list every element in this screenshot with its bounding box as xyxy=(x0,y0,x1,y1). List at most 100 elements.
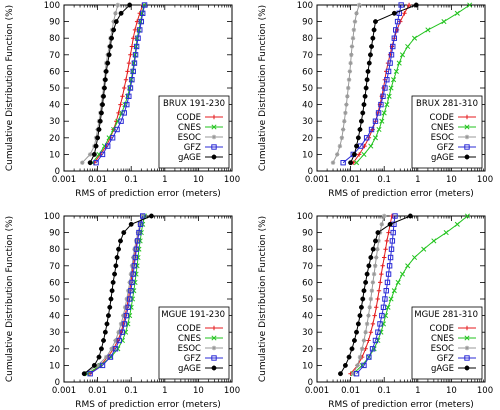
data-point xyxy=(357,313,363,319)
data-point xyxy=(464,144,470,150)
chart-title: BRUX 281-310 xyxy=(416,99,478,109)
data-point xyxy=(431,238,437,244)
data-point xyxy=(366,354,372,360)
legend-box xyxy=(158,95,230,169)
data-point xyxy=(354,329,359,335)
data-point xyxy=(133,246,140,252)
legend-label: CNES xyxy=(178,123,201,133)
x-axis-label: RMS of prediction error (meters) xyxy=(328,400,474,410)
data-point xyxy=(358,118,364,124)
data-point xyxy=(339,135,345,140)
data-point xyxy=(87,371,93,377)
data-point xyxy=(379,222,385,227)
data-point xyxy=(406,2,412,8)
data-point xyxy=(379,271,384,277)
data-point xyxy=(421,246,427,252)
data-point xyxy=(105,60,111,66)
y-tick-label: 0 xyxy=(308,378,313,388)
data-point xyxy=(464,365,470,371)
data-point xyxy=(211,124,217,130)
x-axis-label: RMS of prediction error (meters) xyxy=(75,189,221,199)
x-axis-label: RMS of prediction error (meters) xyxy=(75,400,221,410)
data-point xyxy=(390,43,396,50)
y-tick-label: 30 xyxy=(49,328,60,338)
data-point xyxy=(349,44,355,49)
data-point xyxy=(464,325,470,331)
data-point xyxy=(413,2,419,8)
data-point xyxy=(118,118,124,124)
y-tick-label: 0 xyxy=(55,378,60,388)
data-point xyxy=(392,213,398,219)
data-point xyxy=(361,102,367,108)
data-point xyxy=(96,354,102,360)
data-point xyxy=(372,313,377,318)
data-point xyxy=(102,77,108,83)
data-point xyxy=(113,263,119,269)
data-point xyxy=(141,2,148,8)
y-tick-label: 40 xyxy=(302,312,313,322)
data-point xyxy=(91,362,97,368)
data-point xyxy=(366,60,372,66)
data-point xyxy=(464,335,470,341)
chart-panel: 0.001 0.01 0.1 1 10 100 0 10 20 30 40 50 60 70 80 90 100… xyxy=(258,1,493,199)
data-point xyxy=(87,152,93,157)
data-point xyxy=(393,27,399,33)
legend-box xyxy=(411,306,483,380)
data-point xyxy=(348,160,354,166)
data-point xyxy=(340,127,346,132)
data-point xyxy=(361,362,367,369)
data-point xyxy=(127,85,134,91)
data-point xyxy=(337,143,343,149)
data-point xyxy=(370,35,376,41)
data-point xyxy=(350,36,356,41)
data-point xyxy=(128,52,133,57)
data-point xyxy=(348,60,353,66)
data-point xyxy=(402,11,407,16)
data-point xyxy=(137,222,142,227)
y-tick-label: 70 xyxy=(302,262,313,272)
series-line xyxy=(356,4,470,164)
data-point xyxy=(109,35,114,41)
y-tick-label: 80 xyxy=(302,34,313,44)
data-point xyxy=(391,77,397,83)
data-point xyxy=(377,280,383,285)
data-point xyxy=(363,330,368,335)
data-point xyxy=(354,143,359,149)
chart-title: MGUE 281-310 xyxy=(414,310,478,320)
y-tick-label: 20 xyxy=(49,134,60,144)
data-point xyxy=(133,238,139,244)
data-point xyxy=(383,288,389,294)
data-point xyxy=(127,2,133,8)
data-point xyxy=(399,271,406,277)
data-point xyxy=(441,19,447,25)
y-tick-label: 20 xyxy=(49,345,60,355)
data-point xyxy=(103,354,109,360)
data-point xyxy=(211,144,217,150)
y-tick-label: 70 xyxy=(302,51,313,61)
data-point xyxy=(134,238,141,244)
data-point xyxy=(464,213,470,219)
legend-label: GFZ xyxy=(437,143,454,153)
data-point xyxy=(343,110,348,116)
data-point xyxy=(454,221,460,227)
x-tick-label: 0.1 xyxy=(377,175,391,185)
data-point xyxy=(124,101,130,108)
y-tick-label: 50 xyxy=(49,84,60,94)
series-line xyxy=(350,4,417,163)
y-tick-label: 90 xyxy=(49,229,60,239)
y-tick-label: 0 xyxy=(308,167,313,177)
data-point xyxy=(375,230,381,236)
data-point xyxy=(385,271,392,277)
chart-panel: 0.001 0.01 0.1 1 10 100 0 10 20 30 40 50 60 70 80 90 100… xyxy=(258,212,493,410)
legend-label: ESOC xyxy=(431,133,454,143)
data-point xyxy=(464,134,470,140)
y-tick-label: 10 xyxy=(302,361,313,371)
series-line xyxy=(342,4,402,164)
data-point xyxy=(347,69,353,74)
data-point xyxy=(103,68,109,74)
y-tick-label: 90 xyxy=(302,18,313,28)
data-point xyxy=(349,346,355,352)
data-point xyxy=(464,355,470,361)
legend-label: gAGE xyxy=(178,364,201,374)
data-point xyxy=(109,288,115,294)
